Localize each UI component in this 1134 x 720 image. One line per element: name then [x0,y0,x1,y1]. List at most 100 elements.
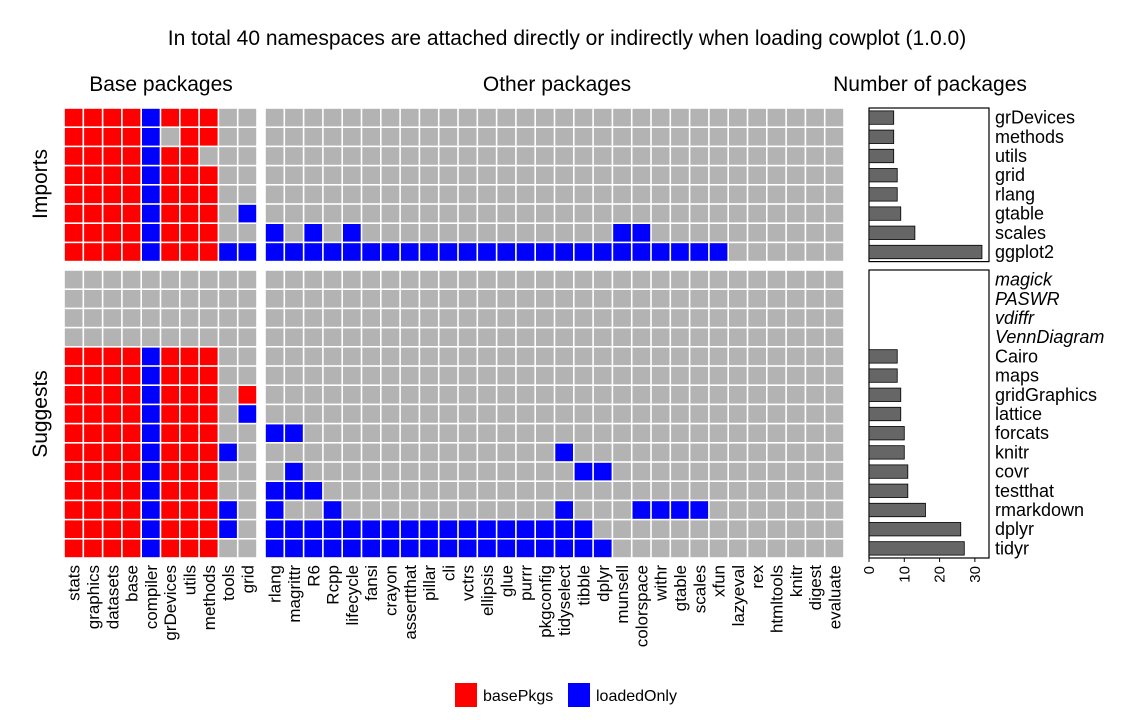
suggests-base-cell [64,520,83,538]
imports-base-cell [219,243,237,261]
imports-other-cell [516,128,535,146]
suggests-other-cell [825,462,844,481]
suggests-other-cell [439,347,458,366]
suggests-other-cell [671,309,689,327]
imports-other-cell [458,185,477,204]
imports-other-cell [400,243,419,261]
imports-base-cell [64,166,83,184]
suggests-other-cell [304,482,323,500]
count-bar [868,445,905,460]
imports-other-cell [748,224,766,242]
imports-other-cell [323,166,342,184]
imports-other-cell [729,185,747,204]
imports-base-cell [103,243,122,261]
imports-base-cell [161,224,179,242]
suggests-base-cell [161,501,179,519]
imports-other-cell [729,147,747,165]
imports-base-cell [142,128,160,146]
imports-base-cell [64,224,83,242]
suggests-other-cell [304,501,323,519]
suggests-other-cell [748,443,766,462]
imports-other-cell [786,185,805,204]
suggests-other-cell [497,290,516,308]
count-bar [868,349,898,364]
column-label: tibble [575,565,594,606]
suggests-other-cell [497,386,516,404]
suggests-other-cell [574,328,593,346]
suggests-other-cell [458,520,477,538]
suggests-other-cell [613,386,631,404]
imports-other-cell [555,224,573,242]
imports-base-cell [199,204,218,223]
suggests-base-cell [199,443,218,462]
suggests-other-cell [767,328,786,346]
imports-base-cell [142,166,160,184]
suggests-other-cell [458,270,477,289]
suggests-base-cell [122,328,141,346]
imports-other-cell [632,166,651,184]
imports-base-cell [103,224,122,242]
suggests-other-cell [478,443,496,462]
suggests-other-cell [593,386,612,404]
imports-base-cell [219,185,237,204]
imports-other-cell [709,108,728,127]
row-label: magick [995,270,1053,290]
imports-other-cell [497,166,516,184]
suggests-other-cell [478,328,496,346]
imports-other-cell [362,108,380,127]
imports-base-cell [180,166,199,184]
imports-count-frame [868,107,990,263]
suggests-base-cell [122,290,141,308]
suggests-other-cell [362,482,380,500]
suggests-other-cell [555,270,573,289]
suggests-other-cell [806,443,824,462]
imports-base-cell [199,224,218,242]
column-label: gtable [671,565,690,611]
imports-other-cell [420,166,438,184]
imports-other-cell [362,243,380,261]
suggests-other-cell [671,443,689,462]
suggests-other-cell [478,520,496,538]
suggests-other-cell [709,270,728,289]
imports-other-cell [285,224,303,242]
suggests-base-cell [142,443,160,462]
suggests-other-cell [497,539,516,558]
imports-other-cell [497,128,516,146]
imports-other-cell [613,166,631,184]
suggests-other-cell [516,462,535,481]
suggests-other-cell [420,424,438,442]
suggests-base-cell [64,386,83,404]
suggests-base-cell [103,539,122,558]
imports-other-cell [593,224,612,242]
imports-other-cell [690,185,709,204]
column-label: methods [200,565,219,630]
imports-other-cell [536,108,554,127]
column-label: rlang [266,565,285,603]
imports-other-cell [478,243,496,261]
suggests-other-cell [729,424,747,442]
suggests-other-cell [478,290,496,308]
imports-other-cell [786,166,805,184]
suggests-base-cell [219,443,237,462]
suggests-other-cell [555,290,573,308]
suggests-other-cell [400,366,419,385]
imports-base-cell [142,204,160,223]
imports-other-cell [651,243,670,261]
suggests-other-cell [806,520,824,538]
suggests-other-cell [555,520,573,538]
suggests-base-cell [103,482,122,500]
imports-other-cell [767,224,786,242]
suggests-other-cell [439,443,458,462]
suggests-other-cell [497,328,516,346]
column-label: pkgconfig [536,565,555,638]
imports-other-cell [748,128,766,146]
imports-other-cell [400,185,419,204]
imports-other-cell [709,166,728,184]
suggests-other-cell [651,520,670,538]
suggests-other-cell [304,405,323,423]
imports-other-cell [265,185,284,204]
imports-other-cell [478,224,496,242]
legend: basePkgs loadedOnly [455,683,677,707]
suggests-other-cell [555,501,573,519]
suggests-base-cell [103,328,122,346]
